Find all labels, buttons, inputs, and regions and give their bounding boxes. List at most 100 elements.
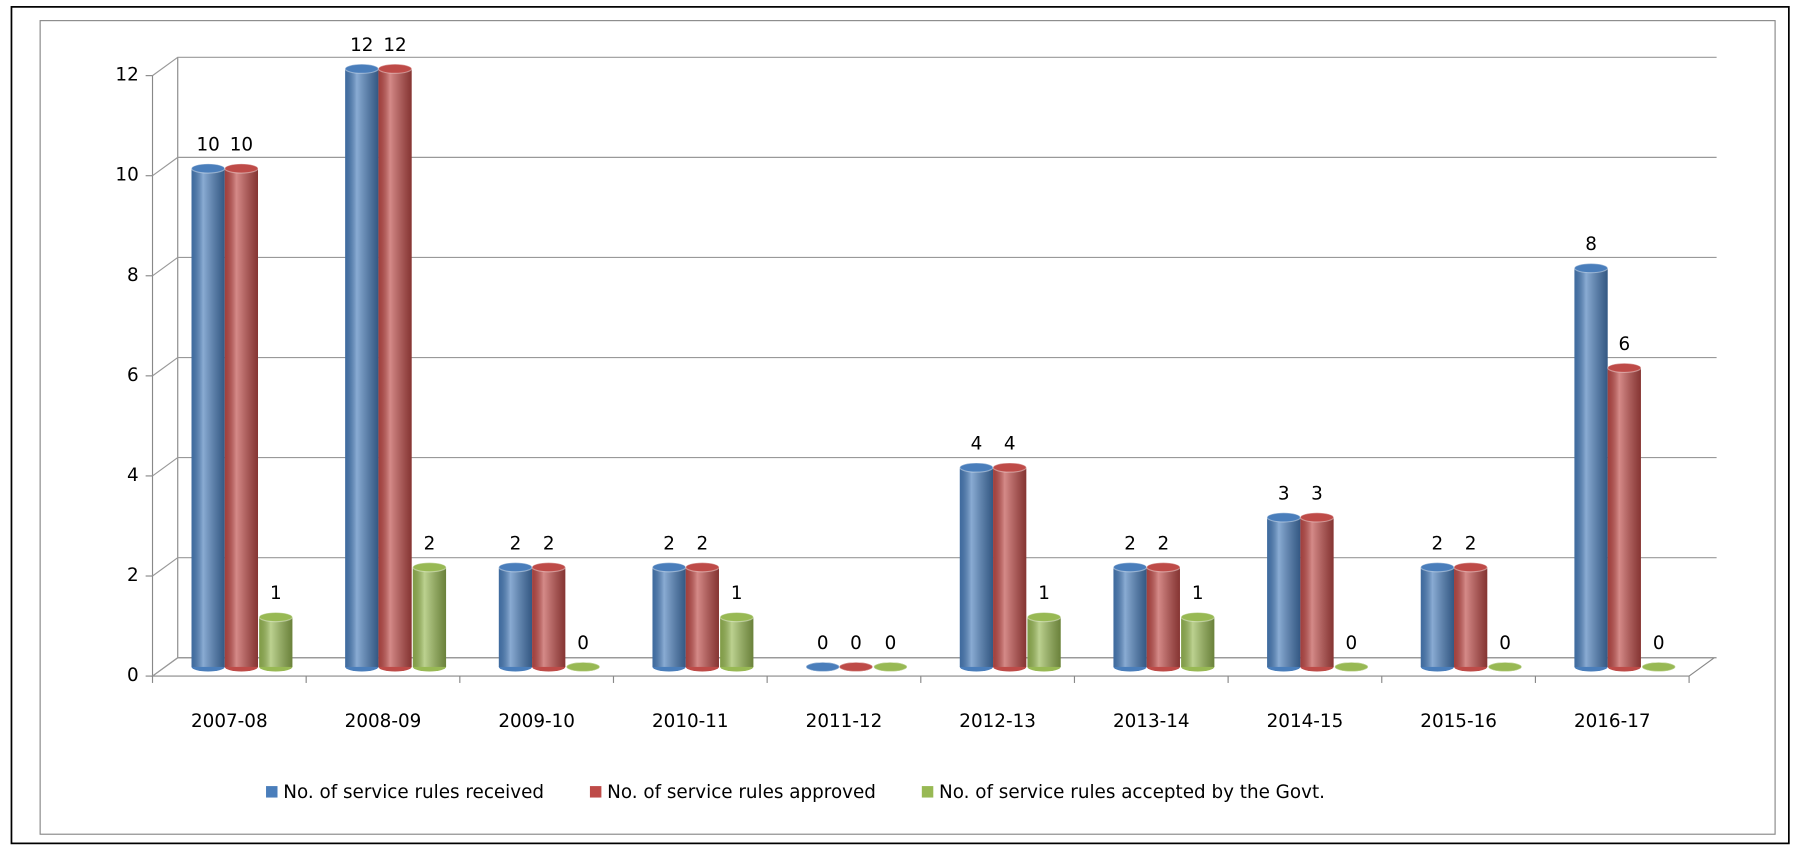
bar-shade bbox=[1454, 567, 1488, 667]
x-tick-label: 2012-13 bbox=[959, 711, 1036, 732]
y-tick-label: 12 bbox=[115, 65, 138, 86]
value-label: 2 bbox=[663, 533, 675, 554]
y-tick-label: 6 bbox=[127, 365, 139, 386]
value-label: 4 bbox=[1004, 434, 1016, 455]
bar-top bbox=[651, 562, 687, 573]
legend-label: No. of service rules accepted by the Gov… bbox=[939, 782, 1325, 803]
value-label: 10 bbox=[230, 135, 253, 156]
bar-top bbox=[224, 163, 259, 174]
value-label: 1 bbox=[1192, 583, 1204, 604]
value-label: 6 bbox=[1618, 334, 1630, 355]
bar-shade bbox=[685, 567, 719, 667]
value-label: 12 bbox=[350, 35, 373, 56]
x-tick-label: 2016-17 bbox=[1574, 711, 1651, 732]
value-label: 3 bbox=[1311, 483, 1323, 504]
bar-top bbox=[719, 611, 754, 623]
bar-top bbox=[1180, 611, 1215, 623]
value-label: 2 bbox=[543, 533, 555, 554]
y-tick-label: 8 bbox=[127, 265, 139, 286]
y-tick-label: 10 bbox=[115, 165, 138, 186]
bar-top bbox=[805, 661, 840, 673]
value-label: 2 bbox=[1124, 533, 1136, 554]
legend-label: No. of service rules approved bbox=[607, 782, 876, 803]
bar-top bbox=[1573, 262, 1609, 274]
bar-shade bbox=[412, 567, 447, 667]
y-tick-label: 0 bbox=[127, 665, 139, 686]
bar-shade bbox=[1300, 517, 1334, 667]
x-tick-label: 2007-08 bbox=[191, 711, 268, 732]
bar-top bbox=[1607, 362, 1642, 373]
grid-line bbox=[152, 557, 1717, 577]
value-label: 0 bbox=[577, 633, 589, 654]
y-tick-label: 4 bbox=[127, 465, 139, 486]
value-label: 0 bbox=[817, 633, 829, 654]
bar-shade bbox=[191, 168, 225, 667]
value-label: 2 bbox=[697, 533, 709, 554]
bar-top bbox=[685, 562, 720, 573]
bar-shade bbox=[259, 617, 293, 667]
value-label: 3 bbox=[1278, 483, 1290, 504]
bar-top bbox=[565, 661, 601, 673]
value-label: 0 bbox=[1499, 633, 1511, 654]
grid-line bbox=[152, 256, 1717, 277]
bar-top bbox=[1420, 562, 1455, 573]
bar-shade bbox=[993, 467, 1027, 667]
bar-top bbox=[377, 63, 413, 74]
value-label: 0 bbox=[850, 633, 862, 654]
bar-shade bbox=[1574, 268, 1608, 667]
bar-top bbox=[412, 562, 447, 573]
bar-shade bbox=[345, 68, 379, 667]
bar-top bbox=[1026, 611, 1062, 623]
grid-line bbox=[152, 356, 1717, 377]
x-tick-label: 2011-12 bbox=[806, 711, 883, 732]
bar-shade bbox=[224, 168, 259, 667]
bar-top bbox=[1299, 512, 1335, 523]
bar-top bbox=[992, 462, 1027, 473]
value-label: 1 bbox=[270, 583, 282, 604]
bar-top bbox=[531, 562, 566, 573]
bar-top bbox=[1334, 661, 1369, 673]
value-label: 12 bbox=[383, 35, 406, 56]
value-label: 0 bbox=[1653, 633, 1665, 654]
value-label: 0 bbox=[1346, 633, 1358, 654]
bar-top bbox=[1487, 661, 1523, 673]
value-label: 1 bbox=[1038, 583, 1050, 604]
value-label: 2 bbox=[510, 533, 522, 554]
bar-shade bbox=[959, 467, 994, 667]
bar-shade bbox=[1113, 567, 1147, 667]
x-tick-label: 2014-15 bbox=[1267, 711, 1344, 732]
bar-top bbox=[838, 661, 874, 673]
bar-shade bbox=[720, 617, 754, 667]
value-label: 1 bbox=[731, 583, 743, 604]
bar-top bbox=[190, 163, 226, 174]
bar-shade bbox=[652, 567, 686, 667]
bar-shade bbox=[1181, 617, 1215, 667]
value-label: 0 bbox=[885, 633, 897, 654]
value-label: 8 bbox=[1585, 234, 1597, 255]
x-tick-label: 2009-10 bbox=[498, 711, 575, 732]
bar-top bbox=[498, 562, 533, 573]
value-label: 2 bbox=[1157, 533, 1169, 554]
y-tick-label: 2 bbox=[127, 565, 139, 586]
value-label: 10 bbox=[196, 135, 219, 156]
bar-top bbox=[959, 462, 994, 473]
bar-top bbox=[1146, 562, 1181, 573]
chart-frame bbox=[39, 20, 1776, 835]
legend-label: No. of service rules received bbox=[283, 782, 544, 803]
bar-shade bbox=[1420, 567, 1455, 667]
bar-top bbox=[344, 63, 379, 74]
legend-swatch bbox=[266, 786, 278, 798]
x-tick-label: 2013-14 bbox=[1113, 711, 1190, 732]
legend-swatch bbox=[921, 786, 934, 798]
bar-top bbox=[258, 611, 293, 623]
legend-swatch bbox=[589, 786, 602, 798]
bar-top bbox=[873, 661, 908, 673]
bar-shade bbox=[1146, 567, 1180, 667]
bar-shade bbox=[1267, 517, 1301, 667]
value-label: 2 bbox=[424, 533, 436, 554]
bar-shade bbox=[1027, 617, 1061, 667]
bar-top bbox=[1453, 562, 1488, 573]
bar-top bbox=[1641, 661, 1676, 673]
